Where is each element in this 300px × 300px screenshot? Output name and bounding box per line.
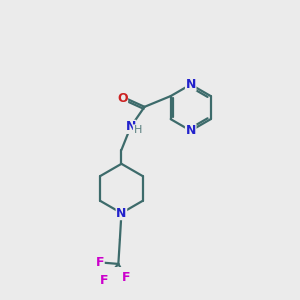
- Text: N: N: [185, 124, 196, 137]
- Text: F: F: [122, 271, 130, 284]
- Text: O: O: [117, 92, 128, 105]
- Text: F: F: [96, 256, 104, 269]
- Text: N: N: [185, 78, 196, 91]
- Text: N: N: [125, 120, 136, 134]
- Text: N: N: [116, 207, 127, 220]
- Text: F: F: [100, 274, 109, 287]
- Text: H: H: [134, 125, 142, 135]
